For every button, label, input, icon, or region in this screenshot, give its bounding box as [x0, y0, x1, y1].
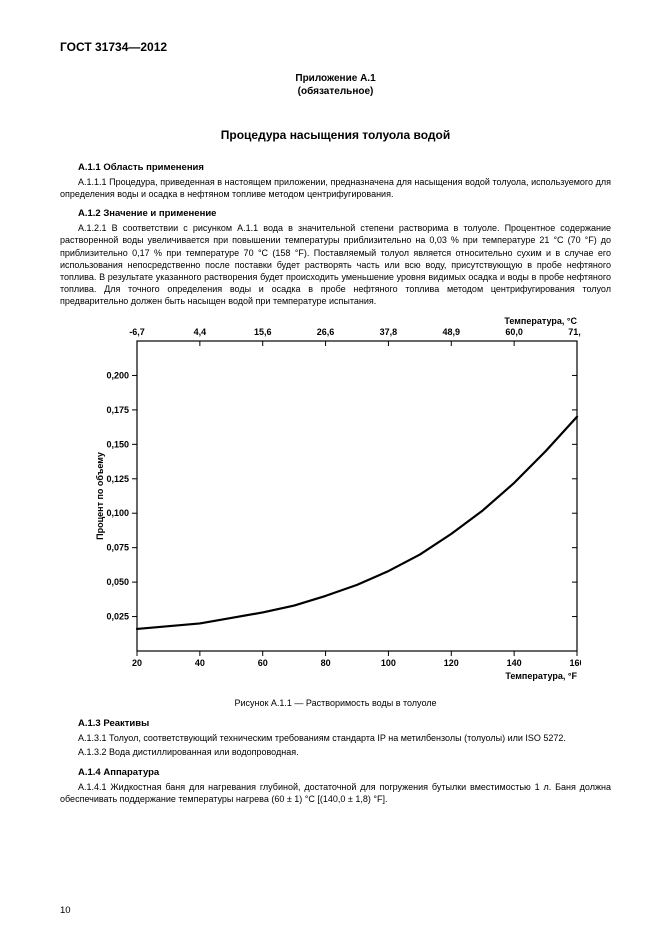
figure-caption: Рисунок А.1.1 — Растворимость воды в тол… — [60, 698, 611, 708]
svg-text:60: 60 — [257, 658, 267, 668]
appendix-header: Приложение А.1 (обязательное) — [60, 72, 611, 98]
svg-text:0,100: 0,100 — [106, 508, 129, 518]
svg-text:0,025: 0,025 — [106, 612, 129, 622]
para-a131: А.1.3.1 Толуол, соответствующий техничес… — [60, 732, 611, 744]
svg-text:15,6: 15,6 — [253, 327, 271, 337]
svg-text:0,075: 0,075 — [106, 543, 129, 553]
para-a111: А.1.1.1 Процедура, приведенная в настоящ… — [60, 176, 611, 200]
svg-text:140: 140 — [506, 658, 521, 668]
svg-text:40: 40 — [194, 658, 204, 668]
main-title: Процедура насыщения толуола водой — [60, 128, 611, 142]
page-number: 10 — [60, 905, 71, 916]
svg-text:120: 120 — [443, 658, 458, 668]
para-a121: А.1.2.1 В соответствии с рисунком А.1.1 … — [60, 222, 611, 307]
solubility-chart: Температура, °C -6,7 4,4 15,6 26,6 37,8 48,9 60… — [91, 313, 581, 685]
svg-text:0,200: 0,200 — [106, 371, 129, 381]
svg-text:0,150: 0,150 — [106, 440, 129, 450]
svg-text:0,050: 0,050 — [106, 577, 129, 587]
svg-text:60,0: 60,0 — [505, 327, 523, 337]
section-a12-heading: А.1.2 Значение и применение — [78, 208, 611, 219]
svg-text:Процент по объему: Процент по объему — [95, 452, 105, 540]
para-a132: А.1.3.2 Вода дистиллированная или водопр… — [60, 746, 611, 758]
svg-text:-6,7: -6,7 — [129, 327, 145, 337]
svg-text:0,175: 0,175 — [106, 405, 129, 415]
svg-text:20: 20 — [131, 658, 141, 668]
appendix-line2: (обязательное) — [60, 85, 611, 98]
svg-text:Температура, °C: Температура, °C — [504, 316, 577, 326]
svg-text:48,9: 48,9 — [442, 327, 460, 337]
svg-text:4,4: 4,4 — [193, 327, 206, 337]
svg-text:37,8: 37,8 — [379, 327, 397, 337]
svg-text:160: 160 — [569, 658, 581, 668]
page: ГОСТ 31734—2012 Приложение А.1 (обязател… — [0, 0, 661, 936]
svg-text:100: 100 — [380, 658, 395, 668]
appendix-line1: Приложение А.1 — [60, 72, 611, 85]
svg-text:0,125: 0,125 — [106, 474, 129, 484]
doc-id: ГОСТ 31734—2012 — [60, 40, 611, 54]
svg-text:Температура, °F: Температура, °F — [505, 671, 577, 681]
svg-text:26,6: 26,6 — [316, 327, 334, 337]
chart-container: Температура, °C -6,7 4,4 15,6 26,6 37,8 48,9 60… — [91, 313, 581, 690]
section-a14-heading: А.1.4 Аппаратура — [78, 767, 611, 778]
section-a13-heading: А.1.3 Реактивы — [78, 718, 611, 729]
svg-text:71,1: 71,1 — [568, 327, 581, 337]
para-a141: А.1.4.1 Жидкостная баня для нагревания г… — [60, 781, 611, 805]
section-a11-heading: А.1.1 Область применения — [78, 162, 611, 173]
svg-text:80: 80 — [320, 658, 330, 668]
